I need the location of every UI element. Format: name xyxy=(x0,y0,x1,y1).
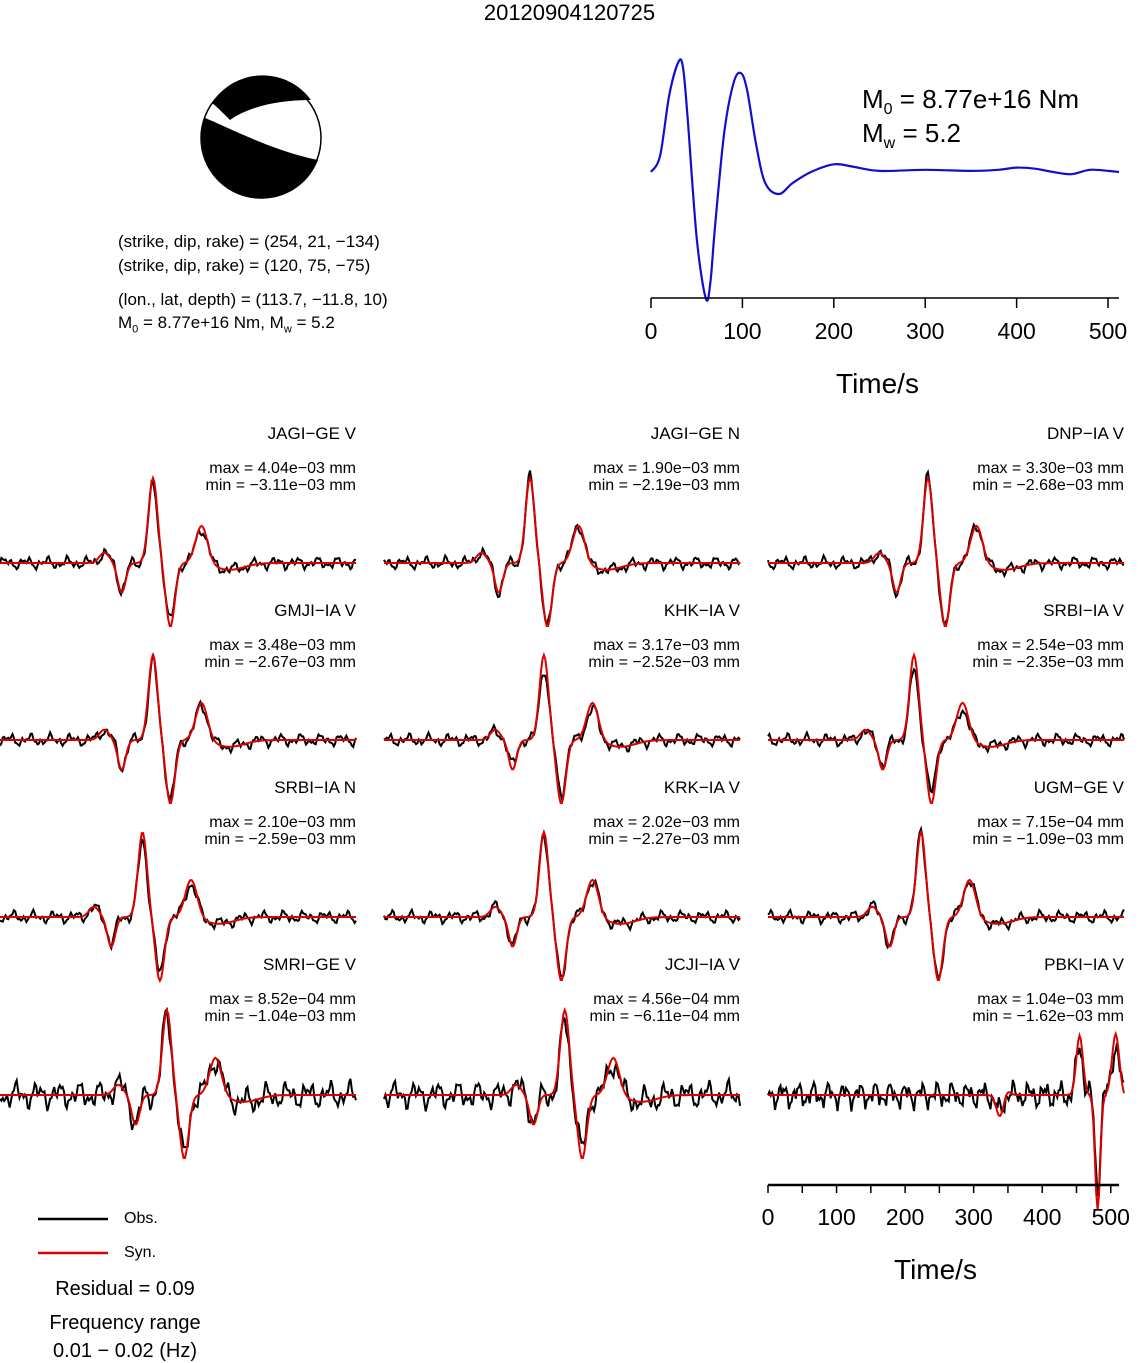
synthetic-trace xyxy=(384,828,740,982)
station-name: KRK−IA V xyxy=(663,778,740,797)
min-amplitude: min = −3.11e−03 mm xyxy=(205,477,356,494)
beachball-compression-lower xyxy=(201,118,318,199)
max-amplitude: max = 4.56e−04 mm xyxy=(593,991,740,1008)
station-name: JAGI−GE N xyxy=(650,424,740,443)
station-name: JCJI−IA V xyxy=(664,955,740,974)
station-name: SRBI−IA N xyxy=(274,778,356,797)
wave-tick-label: 100 xyxy=(817,1204,856,1230)
station-name: JAGI−GE V xyxy=(267,424,356,443)
synthetic-trace xyxy=(768,651,1124,805)
min-amplitude: min = −2.59e−03 mm xyxy=(204,831,356,848)
max-amplitude: max = 4.04e−03 mm xyxy=(209,460,356,477)
synthetic-trace xyxy=(0,1006,356,1160)
observed-trace xyxy=(767,667,1125,794)
synthetic-trace xyxy=(768,1030,1125,1210)
stf-tick-label: 0 xyxy=(644,318,658,344)
station-name: KHK−IA V xyxy=(663,601,740,620)
min-amplitude: min = −2.35e−03 mm xyxy=(972,654,1124,671)
min-amplitude: min = −2.19e−03 mm xyxy=(588,477,740,494)
wave-tick-label: 200 xyxy=(885,1204,925,1230)
stf-m0-label: M0 = 8.77e+16 Nm xyxy=(862,84,1080,119)
synthetic-trace xyxy=(0,651,356,805)
synthetic-trace xyxy=(384,474,740,628)
beachball xyxy=(200,75,322,199)
max-amplitude: max = 2.10e−03 mm xyxy=(209,814,356,831)
stf-mw-label: Mw = 5.2 xyxy=(862,118,962,153)
min-amplitude: min = −2.67e−03 mm xyxy=(204,654,356,671)
observed-trace xyxy=(0,1007,357,1149)
stf-curve xyxy=(650,58,1120,302)
wave-xlabel: Time/s xyxy=(894,1254,977,1285)
station-name: SRBI−IA V xyxy=(1043,601,1124,620)
station-name: PBKI−IA V xyxy=(1044,955,1124,974)
waveform-grid xyxy=(0,468,1125,1210)
min-amplitude: min = −2.52e−03 mm xyxy=(588,654,740,671)
wave-tick-label: 0 xyxy=(761,1204,775,1230)
event-location: (lon., lat, depth) = (113.7, −11.8, 10) xyxy=(118,290,388,309)
observed-trace xyxy=(0,836,357,974)
freq-range-value: 0.01 − 0.02 (Hz) xyxy=(53,1340,197,1362)
min-amplitude: min = −2.68e−03 mm xyxy=(972,477,1124,494)
legend-syn-label: Syn. xyxy=(124,1244,157,1261)
residual-label: Residual = 0.09 xyxy=(55,1278,195,1300)
observed-trace xyxy=(0,479,357,617)
synthetic-trace xyxy=(768,474,1124,628)
min-amplitude: min = −1.04e−03 mm xyxy=(204,1008,356,1025)
station-name: DNP−IA V xyxy=(1046,424,1124,443)
stf-tick-label: 500 xyxy=(1088,318,1128,344)
max-amplitude: max = 3.17e−03 mm xyxy=(593,637,740,654)
min-amplitude: min = −6.11e−04 mm xyxy=(589,1008,740,1025)
stf-tick-label: 200 xyxy=(814,318,853,344)
legend-obs-label: Obs. xyxy=(124,1210,158,1227)
freq-range-title: Frequency range xyxy=(49,1312,201,1334)
stf-tick-label: 300 xyxy=(906,318,945,344)
stf-plot xyxy=(650,58,1120,308)
observed-trace xyxy=(383,1014,741,1147)
figure-title: 20120904120725 xyxy=(483,0,656,25)
max-amplitude: max = 7.15e−04 mm xyxy=(977,814,1124,831)
station-name: GMJI−IA V xyxy=(274,601,356,620)
nodal-plane-2: (strike, dip, rake) = (120, 75, −75) xyxy=(118,256,371,275)
wave-tick-label: 400 xyxy=(1023,1204,1062,1230)
synthetic-trace xyxy=(0,474,356,628)
max-amplitude: max = 1.04e−03 mm xyxy=(977,991,1124,1008)
stf-xlabel: Time/s xyxy=(836,368,919,399)
max-amplitude: max = 2.54e−03 mm xyxy=(977,637,1124,654)
wave-tick-label: 500 xyxy=(1091,1204,1130,1230)
min-amplitude: min = −1.62e−03 mm xyxy=(972,1008,1124,1025)
synthetic-trace xyxy=(384,1006,740,1160)
synthetic-trace xyxy=(384,651,740,805)
stf-tick-label: 400 xyxy=(997,318,1036,344)
station-name: SMRI−GE V xyxy=(262,955,356,974)
moment-line: M0 = 8.77e+16 Nm, Mw = 5.2 xyxy=(118,313,335,336)
station-name: UGM−GE V xyxy=(1033,778,1124,797)
max-amplitude: max = 2.02e−03 mm xyxy=(593,814,740,831)
stf-tick-label: 100 xyxy=(723,318,762,344)
min-amplitude: min = −2.27e−03 mm xyxy=(588,831,740,848)
max-amplitude: max = 3.48e−03 mm xyxy=(209,637,356,654)
min-amplitude: min = −1.09e−03 mm xyxy=(972,831,1124,848)
observed-trace xyxy=(767,1042,1125,1197)
max-amplitude: max = 1.90e−03 mm xyxy=(593,460,740,477)
synthetic-trace xyxy=(0,832,356,984)
max-amplitude: max = 8.52e−04 mm xyxy=(209,991,356,1008)
synthetic-trace xyxy=(768,828,1124,982)
beachball-compression-upper xyxy=(212,75,311,120)
wave-tick-label: 300 xyxy=(954,1204,993,1230)
legend-lines xyxy=(38,1217,108,1255)
max-amplitude: max = 3.30e−03 mm xyxy=(977,460,1124,477)
nodal-plane-1: (strike, dip, rake) = (254, 21, −134) xyxy=(118,232,380,251)
